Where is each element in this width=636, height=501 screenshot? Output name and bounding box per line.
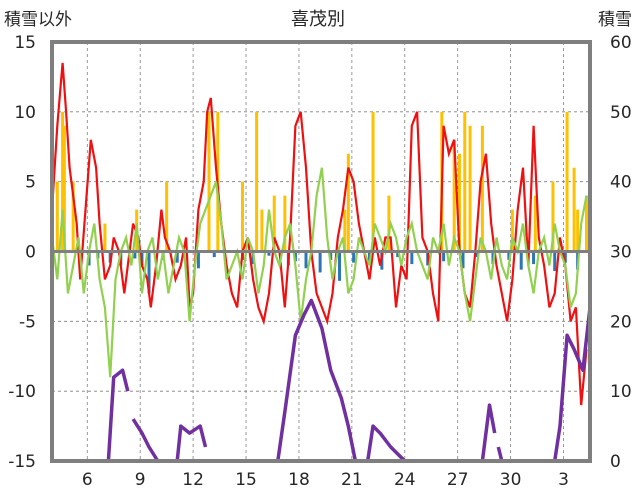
- blue-bar: [212, 251, 216, 258]
- x-tick-label: 9: [135, 470, 146, 490]
- blue-bar: [368, 251, 372, 262]
- y-right-tick-label: 30: [610, 243, 632, 263]
- blue-bar: [475, 251, 479, 258]
- precip-bar: [463, 111, 467, 252]
- blue-bar: [442, 251, 446, 262]
- y-left-tick-label: 15: [14, 33, 36, 53]
- blue-bar: [396, 251, 400, 258]
- x-tick-label: 18: [288, 470, 310, 490]
- precip-bar: [260, 209, 264, 252]
- y-left-label: 積雪以外: [4, 10, 72, 30]
- precip-bar: [61, 111, 65, 252]
- y-right-label: 積雪: [598, 10, 632, 30]
- y-right-tick-label: 50: [610, 103, 632, 123]
- precip-bar: [272, 195, 276, 252]
- snow-depth-line: [131, 418, 160, 462]
- precip-bar: [343, 209, 347, 252]
- y-left-tick-label: -15: [8, 452, 36, 472]
- precip-bar: [452, 139, 456, 252]
- series-lines: [50, 62, 592, 463]
- snow-depth-line: [157, 424, 208, 463]
- y-right-tick-label: 20: [610, 312, 632, 332]
- chart-title: 喜茂別: [291, 9, 345, 30]
- precip-bar: [55, 181, 59, 252]
- blue-bar: [267, 251, 271, 256]
- x-tick-label: 21: [341, 470, 363, 490]
- blue-bar: [133, 251, 137, 259]
- precip-bar: [255, 111, 259, 252]
- blue-bar: [293, 251, 297, 262]
- precip-bar: [584, 195, 588, 252]
- precip-bar: [62, 125, 66, 252]
- x-tick-label: 12: [182, 470, 204, 490]
- blue-bar: [175, 251, 179, 263]
- precip-bar: [457, 153, 461, 252]
- blue-bar: [410, 251, 414, 265]
- blue-bar: [329, 251, 333, 260]
- x-tick-label: 15: [235, 470, 257, 490]
- precip-bar: [572, 167, 576, 252]
- x-tick-label: 6: [82, 470, 93, 490]
- green-line: [50, 167, 588, 378]
- snow-depth-line: [355, 403, 497, 463]
- blue-bar: [507, 251, 511, 260]
- x-tick-label: 24: [394, 470, 416, 490]
- precip-bar: [551, 181, 555, 252]
- blue-bar: [461, 251, 465, 269]
- x-tick-label: 30: [500, 470, 522, 490]
- blue-bar: [519, 251, 523, 270]
- plot-frame: [50, 40, 592, 463]
- precip-bar: [371, 111, 375, 252]
- precip-bar: [241, 181, 245, 252]
- precip-bar: [480, 125, 484, 252]
- y-left-tick-label: 0: [25, 243, 36, 263]
- precip-bar: [207, 111, 211, 252]
- precip-bar: [510, 209, 514, 252]
- snow-depth-line: [52, 368, 130, 463]
- precip-bar: [165, 181, 169, 252]
- temperature-line: [50, 62, 588, 406]
- y-left-tick-label: 10: [14, 103, 36, 123]
- snow-depth-line: [496, 446, 504, 462]
- blue-bar: [318, 251, 322, 273]
- precip-bar: [533, 195, 537, 252]
- precip-bar: [71, 181, 75, 252]
- x-tick-label: 27: [447, 470, 469, 490]
- precip-bar: [468, 125, 472, 252]
- precip-bar: [387, 195, 391, 252]
- blue-bar: [563, 251, 567, 263]
- blue-bar: [532, 251, 536, 265]
- precip-bar: [103, 223, 107, 252]
- y-right-tick-label: 0: [610, 452, 621, 472]
- y-left-tick-label: -5: [19, 312, 36, 332]
- precip-bar: [283, 195, 287, 252]
- blue-bar: [147, 251, 151, 294]
- y-right-tick-label: 40: [610, 173, 632, 193]
- y-left-tick-label: 5: [25, 173, 36, 193]
- blue-bar: [553, 251, 557, 272]
- y-right-tick-label: 10: [610, 382, 632, 402]
- y-left-tick-label: -10: [8, 382, 36, 402]
- precip-bar: [565, 111, 569, 252]
- precip-bar: [576, 209, 580, 252]
- blue-bar: [352, 251, 356, 263]
- x-tick-label: 3: [558, 470, 569, 490]
- blue-bar: [304, 251, 308, 269]
- blue-bar: [196, 251, 200, 269]
- y-right-tick-label: 60: [610, 33, 632, 53]
- snow-depth-line: [205, 298, 358, 463]
- blue-bar: [338, 251, 342, 281]
- precip-bar: [346, 153, 350, 252]
